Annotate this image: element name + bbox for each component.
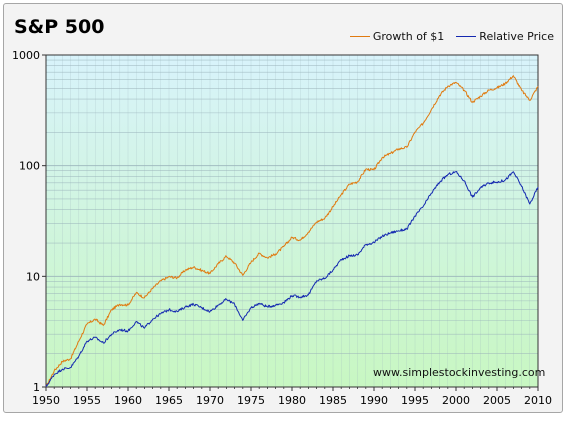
- legend-item-growth: Growth of $1: [349, 30, 445, 43]
- series-line-relative-price: [45, 171, 539, 388]
- y-tick-label: 1: [33, 381, 40, 394]
- legend-swatch-growth: [349, 36, 370, 37]
- x-tick-label: 1960: [114, 394, 142, 407]
- x-tick-label: 1990: [360, 394, 388, 407]
- y-tick-label: 1000: [12, 49, 40, 62]
- x-tick-label: 2010: [524, 394, 552, 407]
- series-line-growth: [45, 75, 539, 388]
- x-tick-label: 1995: [401, 394, 429, 407]
- legend-label-price: Relative Price: [479, 30, 554, 43]
- chart-title: S&P 500: [14, 16, 105, 38]
- x-tick-label: 1965: [155, 394, 183, 407]
- legend-item-price: Relative Price: [456, 30, 554, 43]
- watermark-text: www.simplestockinvesting.com: [373, 366, 546, 379]
- x-tick-label: 1970: [196, 394, 224, 407]
- y-tick-label: 10: [26, 270, 40, 283]
- x-tick-label: 2000: [442, 394, 470, 407]
- legend: Growth of $1 Relative Price: [342, 30, 554, 43]
- legend-label-growth: Growth of $1: [372, 30, 445, 43]
- y-tick-label: 100: [19, 160, 40, 173]
- x-tick-label: 1980: [278, 394, 306, 407]
- x-tick-label: 1985: [319, 394, 347, 407]
- x-tick-label: 2005: [483, 394, 511, 407]
- x-tick-label: 1975: [237, 394, 265, 407]
- x-tick-label: 1950: [32, 394, 60, 407]
- x-tick-label: 1955: [73, 394, 101, 407]
- legend-swatch-price: [456, 36, 477, 37]
